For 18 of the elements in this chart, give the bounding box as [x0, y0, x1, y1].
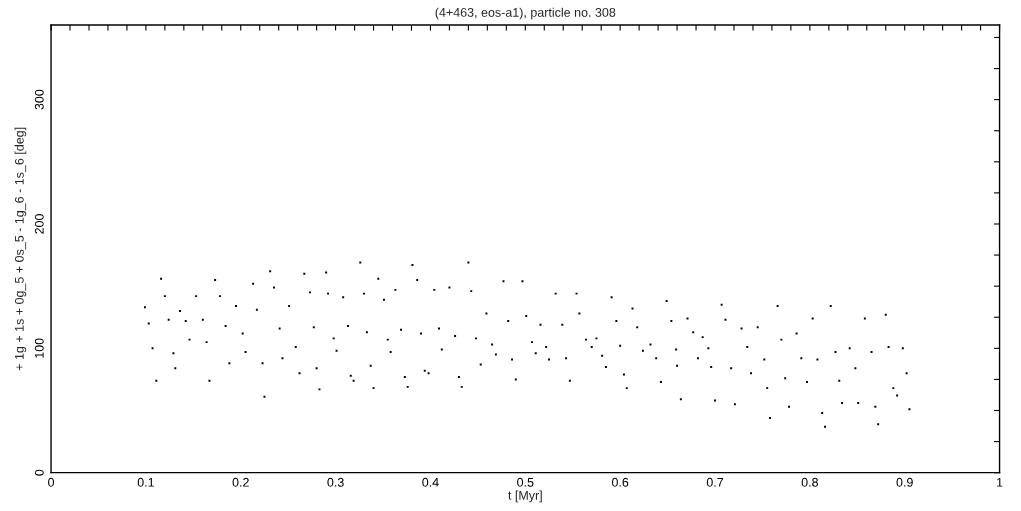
x-tick-label: 0.2	[232, 477, 249, 487]
y-tick-label: 0	[34, 469, 44, 476]
x-tick-label: 0.7	[706, 477, 724, 487]
x-tick-label: 0.8	[801, 477, 818, 487]
x-axis-title: t [Myr]	[508, 490, 542, 503]
y-tick-label: 100	[34, 338, 44, 358]
chart-title: (4+463, eos-a1), particle no. 308	[435, 7, 616, 20]
y-tick-label: 200	[34, 214, 44, 234]
x-tick-label: 0.5	[517, 477, 534, 487]
x-tick-label: 0.1	[137, 477, 154, 487]
x-tick-label: 0.6	[611, 477, 629, 487]
x-tick-label: 1	[997, 478, 1003, 487]
y-axis-title: + 1g + 1s + 0g_5 + 0s_5 - 1g_6 - 1s_6 [deg]	[14, 127, 27, 371]
x-tick-label: 0	[48, 477, 55, 487]
x-tick-label: 0.4	[422, 477, 439, 487]
x-tick-label: 0.9	[896, 477, 913, 487]
x-tick-label: 0.3	[327, 477, 344, 487]
y-tick-label: 300	[34, 89, 44, 110]
